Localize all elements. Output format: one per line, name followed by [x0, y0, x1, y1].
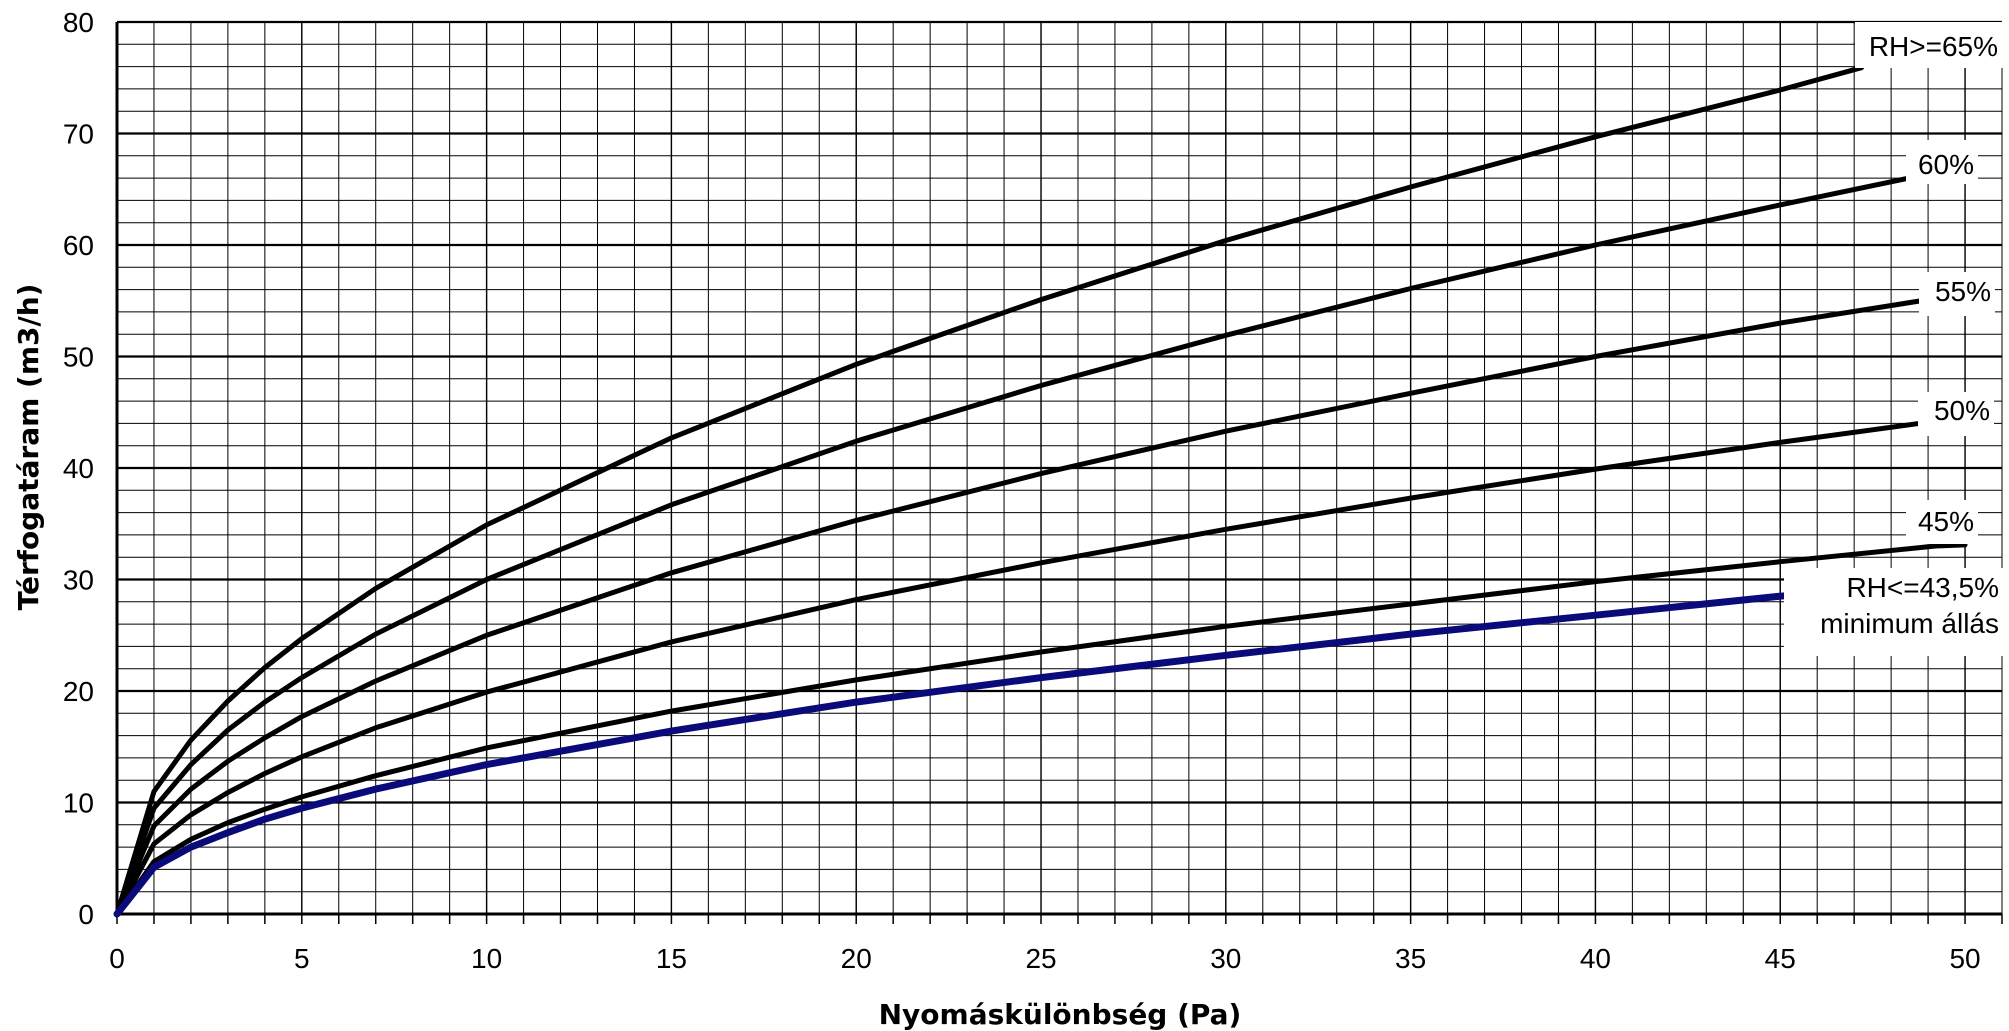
series-line	[114, 542, 1968, 917]
x-tick-label: 45	[1765, 943, 1796, 974]
series-label-bg	[1906, 140, 1978, 184]
y-tick-label: 70	[63, 119, 94, 150]
y-tick-label: 50	[63, 342, 94, 373]
x-tick-label: 25	[1025, 943, 1056, 974]
series-label-bg	[1919, 272, 1995, 316]
series-label: 60%	[1918, 149, 1974, 180]
y-tick-label: 0	[78, 899, 94, 930]
series-label-bg	[1906, 500, 1978, 544]
x-tick-labels: 0 5 10 15 20 25 30 35 40 45 50	[109, 943, 1980, 974]
x-tick-label: 50	[1949, 943, 1980, 974]
y-tick-label: 60	[63, 230, 94, 261]
x-tick-label: 20	[841, 943, 872, 974]
x-axis-title: Nyomáskülönbség (Pa)	[879, 998, 1242, 1031]
series-labels: RH>=65% 60% 55% 50% 45% RH<=43,5% minimum állá…	[1784, 22, 2005, 656]
series-label-bg	[1784, 568, 2004, 656]
series-line	[114, 65, 1864, 917]
y-axis-title: Térfogatáram (m3/h)	[12, 284, 45, 611]
series-label: 45%	[1918, 506, 1974, 537]
series-label: 50%	[1934, 395, 1990, 426]
series-layer	[113, 65, 1968, 918]
y-tick-label: 40	[63, 453, 94, 484]
y-tick-label: 30	[63, 565, 94, 596]
series-label: RH<=43,5%	[1846, 572, 1999, 603]
series-label-minimum: minimum állás	[1820, 608, 1999, 639]
series-label: 55%	[1935, 276, 1991, 307]
y-tick-label: 10	[63, 788, 94, 819]
x-tick-label: 40	[1580, 943, 1611, 974]
series-line	[113, 589, 1825, 918]
x-tick-label: 35	[1395, 943, 1426, 974]
x-tick-label: 5	[294, 943, 310, 974]
y-tick-label: 20	[63, 676, 94, 707]
series-label-bg	[1918, 392, 1994, 436]
x-tick-label: 15	[656, 943, 687, 974]
x-tick-label: 30	[1210, 943, 1241, 974]
y-tick-label: 80	[63, 7, 94, 38]
series-line	[114, 296, 1938, 917]
series-label-bg	[1855, 22, 2005, 68]
series-line	[114, 418, 1938, 917]
series-line	[114, 172, 1927, 917]
x-tick-label: 0	[109, 943, 125, 974]
y-tick-labels: 0 10 20 30 40 50 60 70 80	[63, 7, 94, 930]
x-tick-label: 10	[471, 943, 502, 974]
series-label: RH>=65%	[1869, 31, 1998, 62]
plot-frame	[115, 22, 2003, 924]
